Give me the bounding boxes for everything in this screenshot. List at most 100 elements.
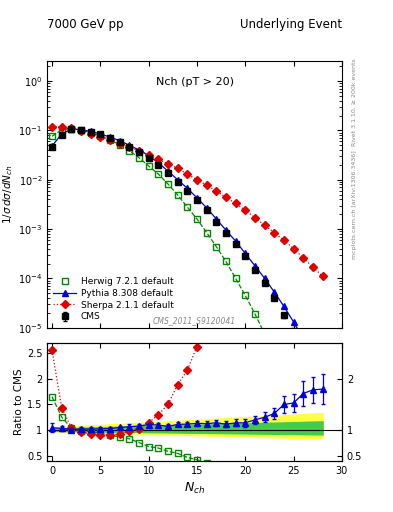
Herwig 7.2.1 default	[320, 477, 325, 483]
Sherpa 2.1.1 default	[50, 124, 54, 130]
Pythia 8.308 default	[262, 275, 267, 282]
Line: Herwig 7.2.1 default: Herwig 7.2.1 default	[49, 125, 326, 483]
Sherpa 2.1.1 default	[127, 144, 132, 150]
Sherpa 2.1.1 default	[98, 134, 103, 140]
Herwig 7.2.1 default	[224, 259, 228, 265]
Sherpa 2.1.1 default	[175, 165, 180, 172]
Herwig 7.2.1 default	[127, 147, 132, 154]
Sherpa 2.1.1 default	[310, 264, 315, 270]
Pythia 8.308 default	[117, 138, 122, 144]
Text: Rivet 3.1.10, ≥ 200k events: Rivet 3.1.10, ≥ 200k events	[352, 58, 357, 146]
Sherpa 2.1.1 default	[281, 237, 286, 243]
Sherpa 2.1.1 default	[185, 171, 190, 177]
Herwig 7.2.1 default	[243, 292, 248, 298]
Herwig 7.2.1 default	[108, 137, 112, 143]
Herwig 7.2.1 default	[301, 423, 306, 430]
Text: Underlying Event: Underlying Event	[240, 18, 342, 31]
Pythia 8.308 default	[253, 263, 257, 269]
Pythia 8.308 default	[98, 131, 103, 137]
Pythia 8.308 default	[281, 303, 286, 309]
Sherpa 2.1.1 default	[204, 182, 209, 188]
Sherpa 2.1.1 default	[214, 188, 219, 194]
Legend: Herwig 7.2.1 default, Pythia 8.308 default, Sherpa 2.1.1 default, CMS: Herwig 7.2.1 default, Pythia 8.308 defau…	[51, 275, 175, 323]
Herwig 7.2.1 default	[214, 244, 219, 250]
Pythia 8.308 default	[137, 147, 141, 153]
Herwig 7.2.1 default	[165, 181, 170, 187]
Herwig 7.2.1 default	[88, 130, 93, 136]
Pythia 8.308 default	[50, 143, 54, 149]
Herwig 7.2.1 default	[175, 192, 180, 198]
Pythia 8.308 default	[233, 238, 238, 244]
Pythia 8.308 default	[185, 185, 190, 191]
Sherpa 2.1.1 default	[146, 152, 151, 158]
Pythia 8.308 default	[214, 216, 219, 222]
Herwig 7.2.1 default	[117, 142, 122, 148]
Sherpa 2.1.1 default	[243, 207, 248, 214]
Sherpa 2.1.1 default	[137, 148, 141, 154]
Pythia 8.308 default	[310, 354, 315, 360]
Sherpa 2.1.1 default	[156, 156, 161, 162]
Sherpa 2.1.1 default	[233, 200, 238, 206]
Herwig 7.2.1 default	[69, 125, 73, 132]
Sherpa 2.1.1 default	[59, 124, 64, 130]
Herwig 7.2.1 default	[98, 133, 103, 139]
Y-axis label: Ratio to CMS: Ratio to CMS	[14, 369, 24, 435]
Herwig 7.2.1 default	[185, 204, 190, 210]
Pythia 8.308 default	[195, 195, 199, 201]
Herwig 7.2.1 default	[253, 311, 257, 317]
Text: 7000 GeV pp: 7000 GeV pp	[47, 18, 124, 31]
Pythia 8.308 default	[291, 319, 296, 325]
Herwig 7.2.1 default	[310, 449, 315, 455]
Pythia 8.308 default	[243, 250, 248, 257]
Text: Nch (pT > 20): Nch (pT > 20)	[156, 77, 233, 88]
Pythia 8.308 default	[108, 134, 112, 140]
Herwig 7.2.1 default	[272, 351, 277, 357]
Herwig 7.2.1 default	[59, 126, 64, 133]
Herwig 7.2.1 default	[156, 171, 161, 177]
Pythia 8.308 default	[165, 168, 170, 174]
Pythia 8.308 default	[59, 131, 64, 137]
Sherpa 2.1.1 default	[320, 273, 325, 280]
Pythia 8.308 default	[204, 205, 209, 211]
Sherpa 2.1.1 default	[301, 255, 306, 261]
Sherpa 2.1.1 default	[79, 128, 83, 134]
Pythia 8.308 default	[175, 177, 180, 183]
Herwig 7.2.1 default	[50, 133, 54, 139]
Pythia 8.308 default	[88, 129, 93, 135]
Pythia 8.308 default	[69, 126, 73, 132]
Text: CMS_2011_S9120041: CMS_2011_S9120041	[153, 316, 236, 325]
Pythia 8.308 default	[272, 289, 277, 295]
Sherpa 2.1.1 default	[69, 125, 73, 132]
X-axis label: $N_{ch}$: $N_{ch}$	[184, 481, 205, 496]
Line: Pythia 8.308 default: Pythia 8.308 default	[49, 126, 326, 382]
Sherpa 2.1.1 default	[88, 131, 93, 137]
Line: Sherpa 2.1.1 default: Sherpa 2.1.1 default	[49, 124, 325, 279]
Herwig 7.2.1 default	[195, 216, 199, 222]
Sherpa 2.1.1 default	[224, 194, 228, 200]
Pythia 8.308 default	[301, 335, 306, 342]
Herwig 7.2.1 default	[262, 331, 267, 337]
Herwig 7.2.1 default	[79, 127, 83, 133]
Sherpa 2.1.1 default	[262, 222, 267, 228]
Pythia 8.308 default	[146, 153, 151, 159]
Herwig 7.2.1 default	[281, 374, 286, 380]
Sherpa 2.1.1 default	[195, 177, 199, 183]
Pythia 8.308 default	[127, 142, 132, 148]
Sherpa 2.1.1 default	[165, 161, 170, 167]
Pythia 8.308 default	[156, 160, 161, 166]
Sherpa 2.1.1 default	[291, 246, 296, 252]
Pythia 8.308 default	[224, 227, 228, 233]
Herwig 7.2.1 default	[146, 163, 151, 169]
Sherpa 2.1.1 default	[108, 137, 112, 143]
Herwig 7.2.1 default	[233, 275, 238, 282]
Y-axis label: $1/\sigma\,d\sigma/dN_{ch}$: $1/\sigma\,d\sigma/dN_{ch}$	[2, 165, 15, 224]
Pythia 8.308 default	[320, 376, 325, 382]
Herwig 7.2.1 default	[204, 229, 209, 236]
Sherpa 2.1.1 default	[253, 215, 257, 221]
Herwig 7.2.1 default	[291, 397, 296, 403]
Pythia 8.308 default	[79, 126, 83, 133]
Sherpa 2.1.1 default	[272, 229, 277, 236]
Text: mcplots.cern.ch [arXiv:1306.3436]: mcplots.cern.ch [arXiv:1306.3436]	[352, 151, 357, 259]
Herwig 7.2.1 default	[137, 155, 141, 161]
Sherpa 2.1.1 default	[117, 140, 122, 146]
